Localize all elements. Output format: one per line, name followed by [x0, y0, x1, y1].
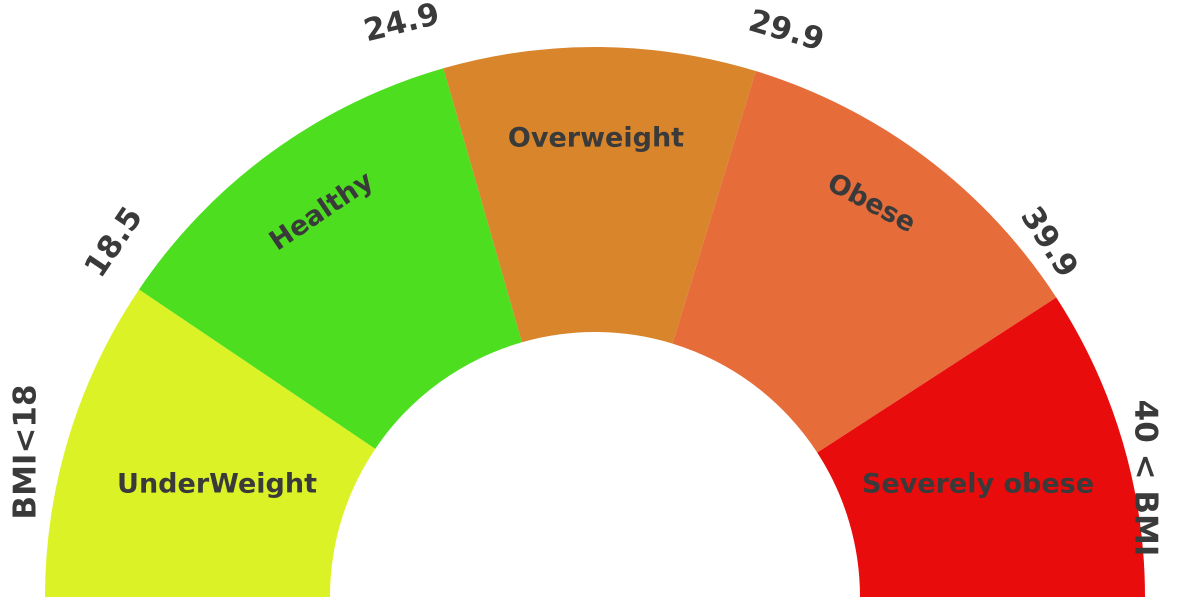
segment-underweight [45, 289, 376, 597]
segment-severely-obese [817, 297, 1145, 597]
threshold-label-18-5: 18.5 [77, 200, 150, 284]
segment-label-severely-obese: Severely obese [862, 469, 1094, 500]
segment-obese [672, 71, 1057, 453]
segment-label-underweight: UnderWeight [117, 469, 317, 500]
segment-healthy [139, 68, 522, 449]
gauge-segments [45, 47, 1145, 597]
threshold-label-29-9: 29.9 [745, 3, 828, 59]
threshold-label-40-bmi: 40 < BMI [1128, 400, 1164, 557]
threshold-label-24-9: 24.9 [360, 0, 443, 49]
segment-label-overweight: Overweight [508, 123, 684, 154]
segment-overweight [443, 47, 756, 344]
threshold-label-bmi-18: BMI<18 [8, 384, 44, 519]
